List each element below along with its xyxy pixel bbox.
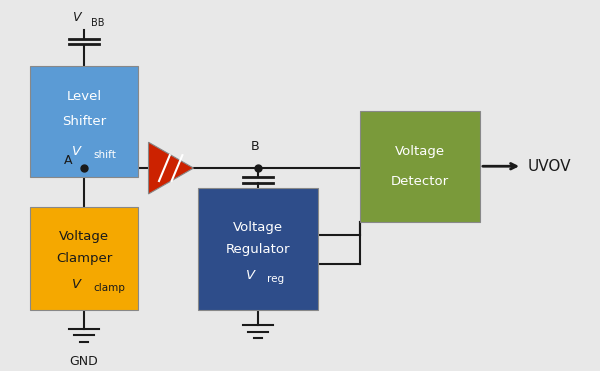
- Text: reg: reg: [267, 274, 284, 284]
- Text: V: V: [246, 269, 255, 282]
- Text: BB: BB: [91, 18, 105, 28]
- Text: UVOV: UVOV: [528, 159, 572, 174]
- Text: GND: GND: [70, 355, 98, 368]
- Text: V: V: [72, 278, 81, 291]
- FancyBboxPatch shape: [30, 66, 138, 177]
- Text: clamp: clamp: [93, 283, 125, 293]
- Text: V: V: [72, 145, 81, 158]
- Text: Detector: Detector: [391, 174, 449, 187]
- Text: Voltage: Voltage: [395, 145, 445, 158]
- Text: Level: Level: [67, 89, 101, 102]
- Text: Clamper: Clamper: [56, 252, 112, 265]
- FancyBboxPatch shape: [30, 207, 138, 310]
- Text: Shifter: Shifter: [62, 115, 106, 128]
- Text: V: V: [73, 11, 81, 24]
- Text: Regulator: Regulator: [226, 243, 290, 256]
- FancyBboxPatch shape: [360, 111, 480, 221]
- Text: Voltage: Voltage: [59, 230, 109, 243]
- Text: B: B: [251, 140, 259, 153]
- FancyBboxPatch shape: [198, 188, 318, 310]
- Text: Voltage: Voltage: [233, 221, 283, 234]
- Text: A: A: [64, 154, 72, 167]
- Polygon shape: [148, 142, 193, 194]
- Text: shift: shift: [93, 150, 116, 160]
